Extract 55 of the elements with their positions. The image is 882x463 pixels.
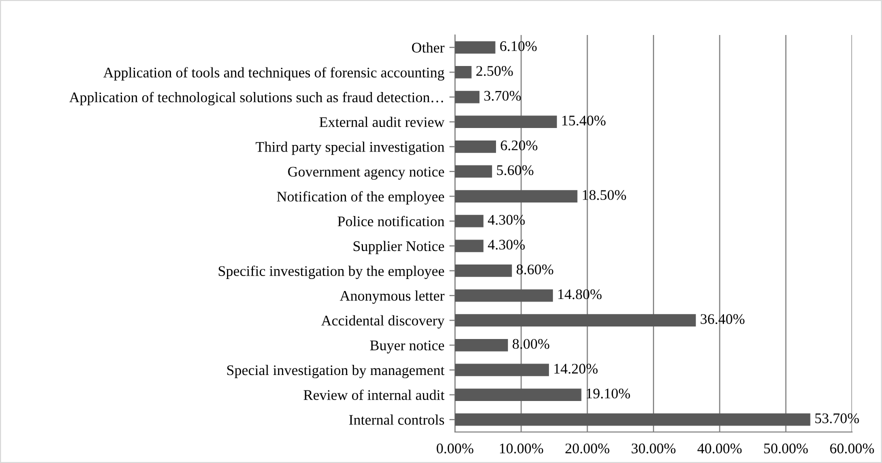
y-tick-label: Review of internal audit xyxy=(304,390,444,400)
x-tick-label: 40.00% xyxy=(697,444,742,454)
bar xyxy=(455,240,484,252)
y-tick-label: External audit review xyxy=(319,116,445,128)
bar xyxy=(455,66,472,78)
x-tick-label: 30.00% xyxy=(632,444,676,454)
data-label: 8.00% xyxy=(512,338,550,349)
y-tick-label: Specific investigation by the employee xyxy=(218,266,444,279)
data-label: 15.40% xyxy=(562,116,606,126)
bar xyxy=(455,165,492,178)
y-tick-label: Notification of the employee xyxy=(276,191,444,205)
data-label: 18.50% xyxy=(582,190,626,200)
data-label: 4.30% xyxy=(488,214,525,225)
bar xyxy=(455,338,508,352)
data-label: 36.40% xyxy=(700,314,744,324)
data-label: 14.20% xyxy=(554,364,598,374)
bar xyxy=(455,388,582,401)
y-tick-label: Police notification xyxy=(338,216,444,226)
y-tick-label: Buyer notice xyxy=(370,340,444,354)
x-tick-label: 50.00% xyxy=(764,444,808,454)
x-tick-label: 0.00% xyxy=(436,444,474,454)
bar xyxy=(455,116,557,128)
x-tick-label: 10.00% xyxy=(500,444,544,454)
data-label: 19.10% xyxy=(586,388,630,398)
data-label: 8.60% xyxy=(516,264,554,274)
y-tick-label: Government agency notice xyxy=(288,166,444,180)
bar xyxy=(455,314,696,327)
bar xyxy=(455,264,512,277)
data-label: 14.80% xyxy=(558,289,602,300)
y-tick-label: Anonymous letter xyxy=(340,290,444,304)
x-tick-label: 20.00% xyxy=(565,444,610,454)
y-tick-label: Other xyxy=(412,42,444,53)
data-label: 53.70% xyxy=(815,413,859,424)
bar xyxy=(455,413,810,426)
bar xyxy=(455,190,578,202)
y-tick-label: Accidental discovery xyxy=(321,315,445,329)
bar xyxy=(455,214,484,228)
y-tick-label: Internal controls xyxy=(349,414,444,425)
data-label: 4.30% xyxy=(488,240,525,250)
data-label: 3.70% xyxy=(484,90,521,101)
bar xyxy=(455,289,553,302)
data-label: 6.10% xyxy=(500,41,537,52)
data-label: 5.60% xyxy=(497,165,534,176)
x-tick-label: 60.00% xyxy=(830,444,874,454)
bar xyxy=(455,90,480,104)
bar xyxy=(455,140,496,153)
data-label: 2.50% xyxy=(476,66,513,76)
y-tick-label: Supplier Notice xyxy=(354,240,444,254)
data-label: 6.20% xyxy=(500,140,538,150)
y-tick-label: Application of tools and techniques of forensic accounting xyxy=(103,67,444,80)
bar xyxy=(455,364,549,376)
y-tick-label: Third party special investigation xyxy=(256,142,444,155)
bar xyxy=(455,41,496,54)
y-tick-label: Special investigation by management xyxy=(227,364,444,378)
y-tick-label: Application of technological solutions such as fraud detection… xyxy=(69,92,444,106)
